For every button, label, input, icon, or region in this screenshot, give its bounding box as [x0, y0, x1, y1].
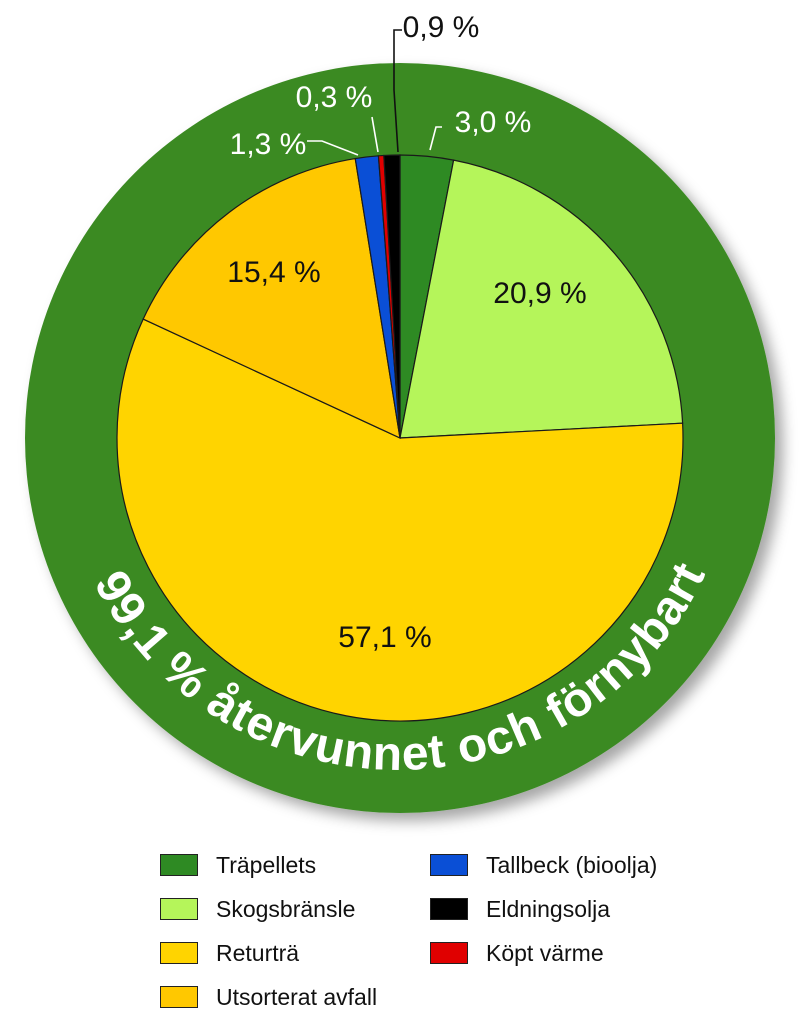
legend-label: Utsorterat avfall: [216, 983, 378, 1010]
data-label-6: 0,3 %: [296, 81, 373, 114]
pie-slice-4: [142, 157, 401, 440]
pie-slice-2: [399, 159, 684, 439]
legend-item: Tallbeck (bioolja): [430, 850, 657, 880]
legend-label: Skogsbränsle: [216, 895, 356, 922]
data-label-2: 20,9 %: [493, 277, 586, 310]
data-label-5: 1,3 %: [230, 128, 307, 161]
legend-label: Träpellets: [216, 851, 317, 878]
leader-line-1: [429, 126, 442, 151]
leader-line-5: [307, 140, 359, 156]
leader-line-6: [371, 116, 379, 153]
leader-line-7: [393, 29, 402, 153]
pie-slice-3: [116, 318, 684, 722]
legend-label: Returträ: [216, 939, 300, 966]
legend-swatch: [160, 942, 198, 964]
data-label-3: 57,1 %: [338, 621, 431, 654]
legend-item: Utsorterat avfall: [160, 982, 377, 1012]
legend-item: Returträ: [160, 938, 299, 968]
legend-label: Köpt värme: [486, 939, 604, 966]
legend-item: Skogsbränsle: [160, 894, 355, 924]
legend-swatch: [430, 898, 468, 920]
legend-swatch: [160, 854, 198, 876]
legend-label: Eldningsolja: [486, 895, 611, 922]
legend-label: Tallbeck (bioolja): [486, 851, 658, 878]
data-label-1: 3,0 %: [455, 106, 532, 139]
legend-item: Eldningsolja: [430, 894, 610, 924]
pie-chart: 3,0 %20,9 %57,1 %15,4 %1,3 %0,3 %0,9 % 9…: [25, 11, 775, 813]
legend-item: Träpellets: [160, 850, 316, 880]
data-label-7: 0,9 %: [403, 11, 480, 44]
legend: Träpellets Skogsbränsle Returträ Utsorterat…: [160, 850, 720, 1020]
pie-slice-7: [383, 154, 401, 439]
legend-swatch: [430, 854, 468, 876]
legend-item: Köpt värme: [430, 938, 604, 968]
legend-swatch: [430, 942, 468, 964]
legend-swatch: [160, 898, 198, 920]
data-label-4: 15,4 %: [227, 256, 320, 289]
legend-swatch: [160, 986, 198, 1008]
